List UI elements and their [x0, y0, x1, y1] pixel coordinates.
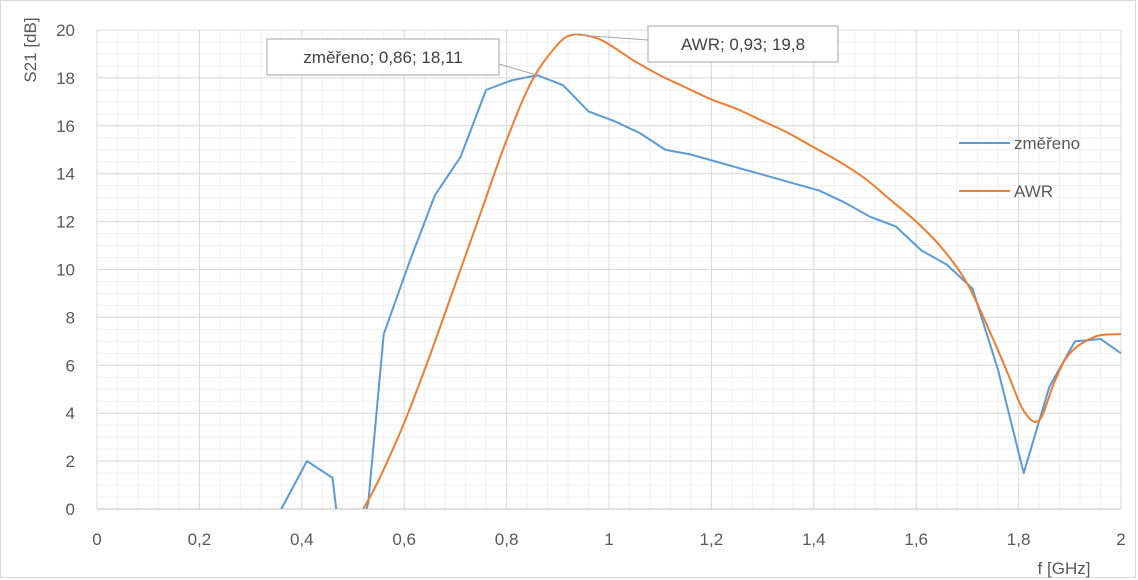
legend-label: AWR — [1014, 182, 1053, 201]
x-tick-label: 1,6 — [904, 530, 928, 549]
y-tick-label: 6 — [66, 356, 75, 375]
x-tick-label: 1,4 — [802, 530, 826, 549]
x-tick-label: 0 — [92, 530, 101, 549]
x-axis-ticks: 0 0,2 0,4 0,6 0,8 1 1,2 1,4 1,6 1,8 2 — [92, 530, 1125, 549]
y-tick-label: 0 — [66, 500, 75, 519]
x-tick-label: 0,8 — [495, 530, 519, 549]
legend-label: změřeno — [1014, 134, 1080, 153]
x-axis-label: f [GHz] — [1038, 559, 1091, 578]
major-gridlines — [96, 29, 1122, 510]
x-tick-label: 0,6 — [392, 530, 416, 549]
callout-label: změřeno; 0,86; 18,11 — [303, 48, 462, 67]
y-tick-label: 12 — [56, 213, 75, 232]
callout-leader — [573, 34, 649, 41]
x-tick-label: 0,2 — [188, 530, 212, 549]
x-tick-label: 1,2 — [700, 530, 724, 549]
legend: změřeno AWR — [959, 134, 1080, 201]
callout-label: AWR; 0,93; 19,8 — [681, 35, 805, 54]
y-tick-label: 10 — [56, 261, 75, 280]
callout-leader — [498, 63, 538, 76]
y-tick-label: 16 — [56, 117, 75, 136]
series-lines — [280, 33, 1121, 509]
x-tick-label: 1 — [604, 530, 613, 549]
callout-box — [266, 38, 500, 76]
y-tick-label: 20 — [56, 21, 75, 40]
y-tick-label: 4 — [66, 404, 75, 423]
x-tick-label: 1,8 — [1007, 530, 1031, 549]
x-tick-label: 0,4 — [290, 530, 314, 549]
y-tick-label: 2 — [66, 452, 75, 471]
data-callouts: změřeno; 0,86; 18,11 AWR; 0,93; 19,8 — [266, 25, 839, 76]
series-line-awr — [362, 33, 1121, 509]
y-tick-label: 14 — [56, 165, 75, 184]
y-tick-label: 8 — [66, 308, 75, 327]
callout-box — [647, 25, 839, 63]
x-tick-label: 2 — [1116, 530, 1125, 549]
y-axis-label: S21 [dB] — [21, 17, 40, 82]
y-axis-ticks: 0 2 4 6 8 10 12 14 16 18 20 — [56, 21, 75, 519]
y-tick-label: 18 — [56, 69, 75, 88]
